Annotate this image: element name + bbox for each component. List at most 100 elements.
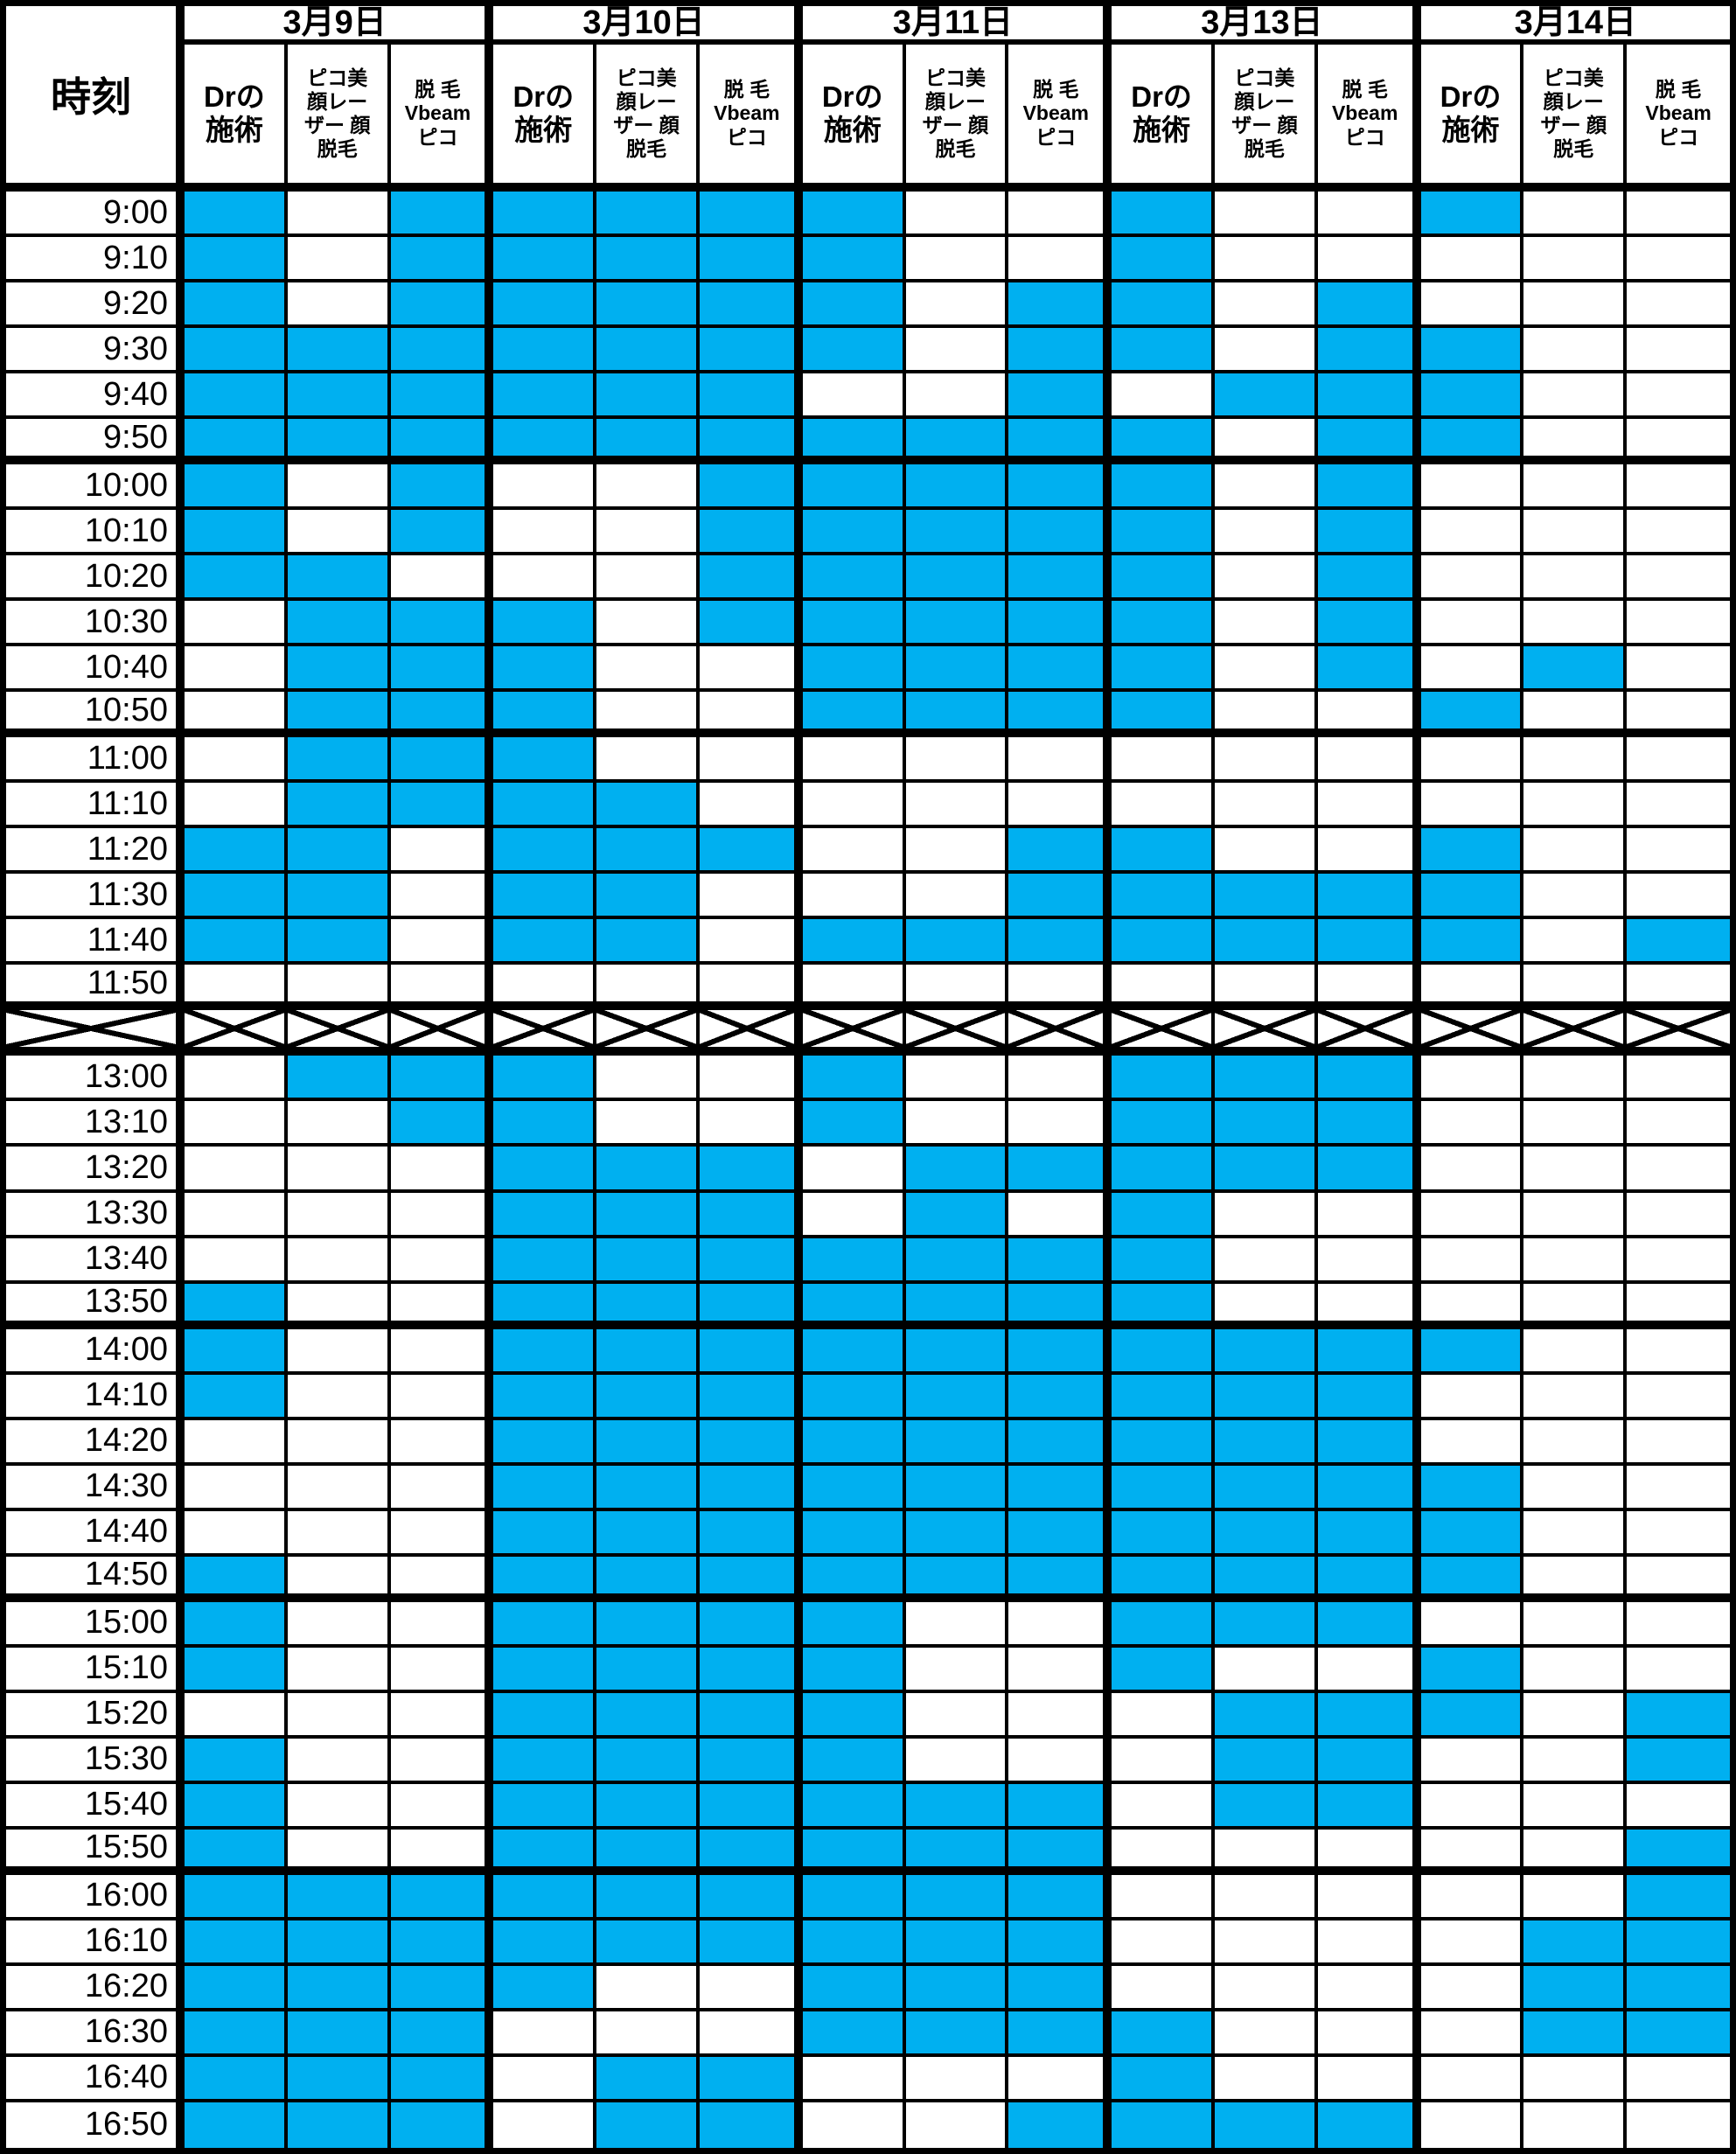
slot-cell-empty <box>390 965 494 1011</box>
slot-cell-available <box>596 1147 700 1193</box>
slot-cell-empty <box>1008 1601 1112 1648</box>
service-header-line: Vbeam <box>714 101 780 125</box>
slot-cell-available <box>1008 692 1112 738</box>
slot-cell-empty <box>287 1237 391 1284</box>
slot-cell-empty <box>1627 1783 1730 1830</box>
slot-cell-empty <box>1420 282 1524 329</box>
slot-cell-empty <box>390 919 494 965</box>
time-cell: 15:20 <box>6 1692 185 1739</box>
slot-cell-available <box>905 1556 1009 1602</box>
slot-cell-available <box>1112 1147 1215 1193</box>
date-header: 3月14日 <box>1420 6 1730 45</box>
slot-cell-available <box>185 510 288 556</box>
slot-cell-empty <box>1523 919 1628 965</box>
slot-cell-available <box>493 1874 597 1920</box>
slot-cell-available <box>1008 1147 1112 1193</box>
slot-cell-available <box>1008 555 1112 602</box>
slot-cell-empty <box>1523 282 1628 329</box>
slot-cell-available <box>905 919 1009 965</box>
slot-cell-empty <box>1523 737 1628 784</box>
closed-time-cell <box>6 1010 185 1056</box>
slot-cell-available <box>493 1056 597 1102</box>
slot-cell-available <box>390 1874 494 1920</box>
slot-cell-empty <box>1627 237 1730 283</box>
slot-cell-available <box>1008 2011 1112 2057</box>
service-header-label: ピコ美 顔レー ザー 顔脱毛 <box>1541 66 1607 162</box>
slot-cell-empty <box>1008 192 1112 238</box>
slot-cell-available <box>1317 555 1421 602</box>
slot-cell-empty <box>287 192 391 238</box>
time-cell: 15:10 <box>6 1647 185 1693</box>
service-header-label: Drの 施術 <box>512 80 574 147</box>
slot-cell-empty <box>185 783 288 829</box>
closed-cell <box>802 1010 906 1056</box>
date-header: 3月9日 <box>185 6 494 45</box>
slot-cell-available <box>493 919 597 965</box>
slot-cell-available <box>1008 828 1112 875</box>
slot-cell-empty <box>185 1147 288 1193</box>
slot-cell-empty <box>1523 783 1628 829</box>
time-cell: 14:30 <box>6 1465 185 1511</box>
slot-cell-available <box>390 1056 494 1102</box>
slot-cell-empty <box>1523 1192 1628 1238</box>
service-header-line: ピコ <box>1035 125 1077 149</box>
slot-cell-empty <box>1627 464 1730 511</box>
closed-cell <box>700 1010 803 1056</box>
slot-cell-available <box>1420 874 1524 920</box>
slot-cell-empty <box>802 874 906 920</box>
slot-cell-available <box>1317 373 1421 420</box>
slot-cell-empty <box>1627 1101 1730 1147</box>
slot-cell-empty <box>1215 646 1318 693</box>
slot-cell-available <box>905 2011 1009 2057</box>
slot-cell-available <box>1317 919 1421 965</box>
service-header-label: 脱 毛 Vbeam ピコ <box>1332 78 1398 149</box>
slot-cell-available <box>905 464 1009 511</box>
service-header-line: ザー 顔 <box>1540 114 1607 136</box>
slot-cell-empty <box>1215 282 1318 329</box>
slot-cell-empty <box>1420 237 1524 283</box>
slot-cell-available <box>802 1556 906 1602</box>
slot-cell-empty <box>1420 1147 1524 1193</box>
service-header-line: 脱 毛 <box>415 78 461 101</box>
slot-cell-available <box>1008 919 1112 965</box>
slot-cell-available <box>185 874 288 920</box>
slot-cell-available <box>493 783 597 829</box>
slot-cell-available <box>1215 1692 1318 1739</box>
slot-cell-empty <box>700 1965 803 2011</box>
slot-cell-available <box>700 1556 803 1602</box>
slot-cell-available <box>1215 2102 1318 2148</box>
slot-cell-empty <box>1215 555 1318 602</box>
time-cell: 9:00 <box>6 192 185 238</box>
slot-cell-available <box>596 328 700 374</box>
slot-cell-empty <box>1420 646 1524 693</box>
slot-cell-available <box>802 2011 906 2057</box>
slot-cell-empty <box>390 555 494 602</box>
slot-cell-available <box>596 282 700 329</box>
slot-cell-empty <box>1420 965 1524 1011</box>
slot-cell-empty <box>700 646 803 693</box>
service-header-label: Drの 施術 <box>822 80 883 147</box>
slot-cell-available <box>1420 192 1524 238</box>
slot-cell-available <box>390 646 494 693</box>
slot-cell-empty <box>1523 874 1628 920</box>
slot-cell-empty <box>1627 1556 1730 1602</box>
time-cell: 10:00 <box>6 464 185 511</box>
slot-cell-empty <box>1112 737 1215 784</box>
service-header: Drの 施術 <box>1420 45 1524 192</box>
slot-cell-available <box>390 737 494 784</box>
slot-cell-empty <box>1523 328 1628 374</box>
slot-cell-empty <box>802 2056 906 2102</box>
slot-cell-empty <box>905 328 1009 374</box>
slot-cell-available <box>905 1783 1009 1830</box>
slot-cell-available <box>185 1556 288 1602</box>
slot-cell-available <box>1112 1419 1215 1466</box>
slot-cell-available <box>905 1419 1009 1466</box>
slot-cell-empty <box>1627 1237 1730 1284</box>
slot-cell-empty <box>905 1738 1009 1784</box>
slot-cell-available <box>700 2056 803 2102</box>
slot-cell-empty <box>700 692 803 738</box>
slot-cell-empty <box>905 1647 1009 1693</box>
slot-cell-available <box>493 874 597 920</box>
slot-cell-empty <box>1627 373 1730 420</box>
slot-cell-empty <box>185 737 288 784</box>
